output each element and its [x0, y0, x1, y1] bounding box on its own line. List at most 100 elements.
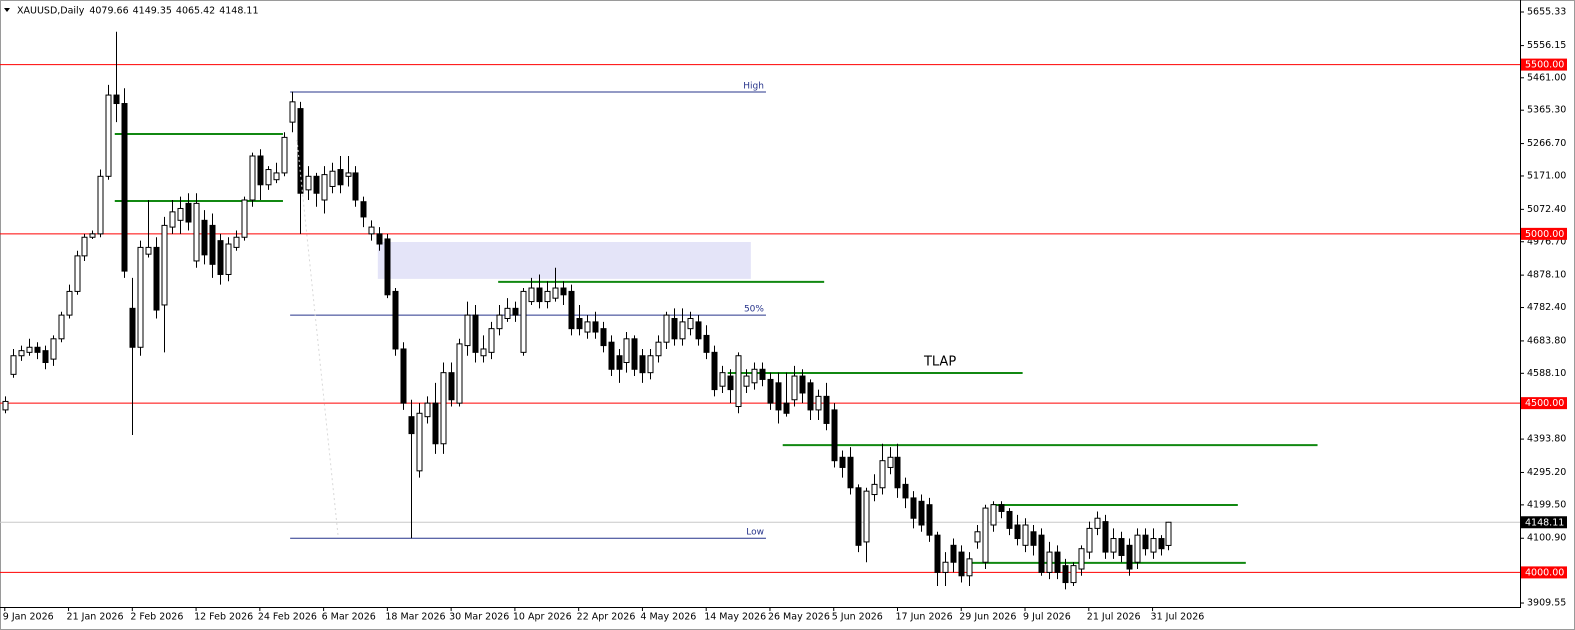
candle-body	[225, 243, 232, 275]
candle-body	[10, 355, 17, 375]
candle-body	[544, 290, 551, 303]
candle-body	[934, 534, 941, 573]
candle-body	[671, 317, 678, 340]
y-tick-label: 5461.00	[1527, 72, 1566, 83]
candle-body	[81, 236, 88, 257]
candle-body	[759, 368, 766, 380]
x-tick-label: 10 Apr 2026	[513, 612, 572, 623]
x-tick-label: 12 Feb 2026	[194, 612, 253, 623]
x-tick-label: 5 Jun 2026	[832, 612, 883, 623]
dropdown-icon	[4, 8, 10, 12]
candle-body	[193, 202, 200, 262]
x-tick-label: 21 Jul 2026	[1087, 612, 1141, 623]
chart-header: XAUUSD,Daily 4079.66 4149.35 4065.42 4148.11	[17, 5, 259, 16]
fib-label: High	[743, 82, 764, 92]
y-tick-label: 4393.80	[1527, 434, 1566, 445]
candle-body	[456, 343, 463, 404]
candle-body	[910, 497, 917, 519]
candle-body	[871, 483, 878, 496]
x-tick-label: 17 Jun 2026	[895, 612, 952, 623]
candle-body	[552, 287, 559, 299]
candle-body	[1054, 551, 1061, 573]
candle-body	[432, 402, 439, 445]
candle-body	[647, 355, 654, 374]
candle-body	[185, 202, 192, 223]
low: 4065.42	[176, 5, 215, 16]
candle-body	[974, 531, 981, 543]
candle-body	[321, 174, 328, 201]
candle-body	[58, 314, 65, 340]
y-tick-label: 4100.90	[1527, 533, 1566, 544]
candle-body	[623, 338, 630, 364]
candle-body	[855, 487, 862, 546]
candle-body	[233, 236, 240, 248]
candle-body	[504, 307, 511, 319]
candle-body	[887, 456, 894, 468]
candle-body	[89, 233, 96, 238]
candle-body	[161, 224, 168, 306]
candle-body	[376, 233, 383, 245]
candle-body	[329, 170, 336, 187]
y-tick-label: 5556.15	[1527, 40, 1566, 51]
candle-body	[958, 551, 965, 577]
x-tick-label: 4 May 2026	[640, 612, 696, 623]
candle-body	[121, 103, 128, 272]
candle-body	[480, 348, 487, 357]
candle-body	[616, 355, 623, 370]
segment-label: TLAP	[923, 355, 956, 370]
x-tick-label: 21 Jan 2026	[67, 612, 124, 623]
candle-body	[568, 290, 575, 330]
candle-body	[711, 351, 718, 391]
candle-body	[584, 321, 591, 333]
candle-body	[512, 307, 519, 316]
symbol: XAUUSD,Daily	[17, 5, 85, 16]
candle-body	[137, 246, 144, 348]
candle-body	[217, 240, 224, 275]
candle-body	[337, 169, 344, 186]
candle-body	[368, 226, 375, 235]
candle-body	[129, 307, 136, 348]
candle-body	[345, 172, 352, 177]
candle-body	[249, 155, 256, 201]
y-tick-label: 5655.33	[1527, 7, 1566, 18]
candle-body	[1094, 517, 1101, 529]
candle-body	[1078, 548, 1085, 570]
candle-body	[392, 290, 399, 350]
candle-body	[990, 504, 997, 526]
level-tag-label: 5500.00	[1525, 60, 1564, 71]
price-tag-label: 4148.11	[1525, 517, 1564, 528]
y-tick-label: 5266.70	[1527, 138, 1566, 149]
candle-body	[1086, 527, 1093, 553]
candle-body	[879, 460, 886, 489]
candle-body	[839, 456, 846, 468]
candle-body	[687, 317, 694, 330]
candle-body	[74, 255, 81, 292]
candle-body	[663, 314, 670, 343]
candle-body	[97, 175, 104, 235]
candle-body	[281, 136, 288, 174]
candle-body	[408, 416, 415, 435]
candle-body	[209, 224, 216, 265]
candle-body	[360, 201, 367, 218]
candle-body	[1118, 538, 1125, 556]
candle-body	[751, 368, 758, 384]
level-tag-label: 5000.00	[1525, 229, 1564, 240]
candle-body	[1110, 538, 1117, 553]
level-tag	[1521, 227, 1567, 240]
candle-body	[289, 101, 296, 123]
candle-body	[799, 375, 806, 394]
candle-body	[695, 321, 702, 340]
candle-body	[153, 246, 160, 311]
y-tick-label: 4199.50	[1527, 499, 1566, 510]
candle-body	[1150, 538, 1157, 553]
candle-body	[2, 400, 9, 411]
candle-body	[600, 328, 607, 347]
fib-connector	[296, 139, 339, 536]
plot-layer: High 50% Low TLAP	[0, 31, 1520, 590]
candle-body	[464, 314, 471, 347]
candle-body	[807, 382, 814, 411]
candle-body	[113, 94, 120, 105]
candle-body	[894, 456, 901, 489]
candle-body	[297, 108, 304, 194]
